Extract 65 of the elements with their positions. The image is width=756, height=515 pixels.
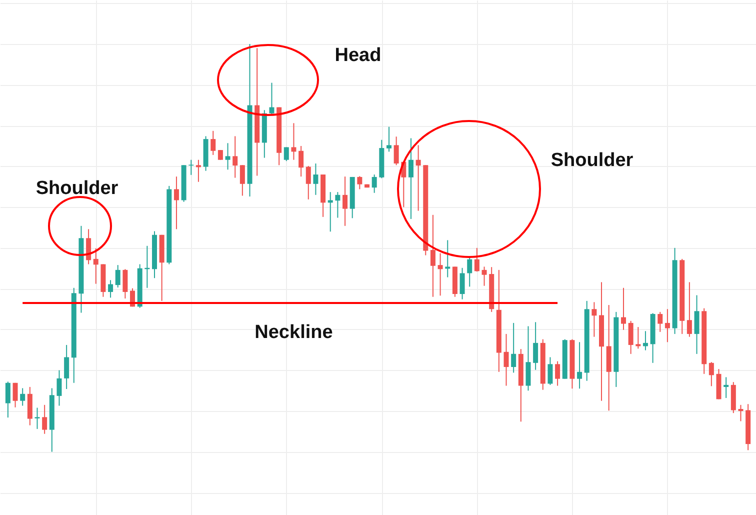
candlestick — [188, 159, 194, 176]
candlestick — [438, 252, 443, 296]
candlestick — [269, 82, 274, 116]
candlestick — [93, 248, 98, 284]
candlestick — [642, 330, 648, 351]
candlestick — [708, 362, 714, 387]
candlestick — [342, 176, 348, 226]
series-label: Neckline — [254, 322, 333, 343]
candlestick — [504, 333, 509, 386]
candlestick — [408, 138, 414, 220]
annotation: Shoulder — [550, 150, 634, 171]
candlestick — [467, 256, 472, 288]
candlestick — [232, 136, 238, 178]
candlestick — [430, 214, 436, 298]
candlestick — [357, 176, 362, 190]
candlestick — [218, 150, 223, 160]
candlestick — [225, 142, 230, 170]
candlestick — [386, 126, 392, 152]
candlestick — [664, 308, 670, 343]
candlestick — [240, 164, 245, 196]
candlestick — [115, 264, 120, 288]
candlestick — [174, 176, 179, 230]
candlestick — [42, 404, 48, 434]
candlestick — [298, 145, 304, 178]
candlestick — [394, 136, 399, 166]
annotation: Shoulder — [36, 178, 119, 199]
candlestick — [686, 282, 692, 338]
candlestick — [511, 322, 516, 374]
candlestick — [445, 240, 450, 278]
candlestick — [291, 122, 296, 160]
candlestick — [306, 165, 311, 200]
candlestick — [284, 146, 289, 162]
candlestick — [20, 388, 26, 406]
candlestick — [548, 356, 553, 386]
candlestick — [196, 159, 201, 182]
candlestick — [482, 266, 487, 286]
candlestick — [335, 192, 340, 218]
candlestick — [86, 228, 92, 265]
candlestick — [122, 268, 128, 299]
candlestick — [328, 192, 333, 232]
candlestick — [724, 376, 729, 398]
candlestick — [694, 294, 700, 354]
candlestick — [577, 342, 582, 390]
candlestick — [210, 130, 216, 156]
candlestick — [620, 287, 626, 330]
candlestick — [460, 267, 465, 300]
candlestick — [12, 382, 18, 408]
candlestick — [416, 144, 421, 212]
candlestick — [474, 247, 480, 272]
candlestick — [313, 163, 318, 196]
candlestick — [592, 302, 597, 338]
candlestick — [526, 326, 531, 392]
candlestick — [636, 326, 641, 350]
candlestick — [658, 311, 663, 332]
annotation: Head — [334, 45, 382, 66]
candlestick — [738, 404, 744, 422]
candlestick — [555, 360, 560, 386]
candlestick — [108, 280, 114, 298]
candlestick — [34, 407, 40, 430]
candlestick — [372, 174, 377, 194]
candlestick — [533, 322, 538, 370]
candlestick — [56, 370, 62, 406]
candlestick — [5, 381, 10, 418]
candlestick — [628, 320, 634, 354]
candlestick — [64, 344, 70, 390]
